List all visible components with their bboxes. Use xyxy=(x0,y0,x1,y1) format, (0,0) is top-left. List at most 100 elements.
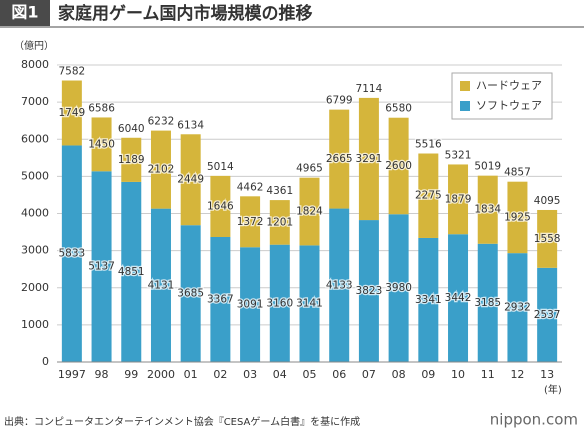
x-tick-label: 2000 xyxy=(147,368,175,381)
value-label: 2600 xyxy=(385,160,412,172)
value-label: 1925 xyxy=(504,211,531,223)
bar-segment xyxy=(91,117,112,172)
y-tick-label: 4000 xyxy=(21,207,49,220)
value-label: 3160 xyxy=(266,297,293,309)
total-label: 4095 xyxy=(534,195,561,207)
chart-title: 家庭用ゲーム国内市場規模の推移 xyxy=(58,3,313,24)
total-label: 5516 xyxy=(415,139,442,151)
bar-segment xyxy=(329,109,350,209)
bar-segment xyxy=(507,181,528,254)
x-tick-label: 11 xyxy=(481,368,495,381)
bar-segment xyxy=(477,243,498,362)
value-label: 3291 xyxy=(356,153,383,165)
x-tick-label: 09 xyxy=(421,368,435,381)
bar-segment xyxy=(240,196,261,248)
value-label: 3341 xyxy=(415,294,442,306)
y-tick-label: 0 xyxy=(42,355,49,368)
bar-segment xyxy=(91,171,112,362)
x-tick-label: 99 xyxy=(124,368,138,381)
bar-segment xyxy=(61,145,82,362)
bar-segment xyxy=(537,267,558,362)
source: 出典：コンピュータエンターテインメント協会『CESAゲーム白書』を基に作成 xyxy=(4,415,360,428)
value-label: 2449 xyxy=(177,174,204,186)
x-tick-label: 04 xyxy=(273,368,287,381)
total-label: 4361 xyxy=(266,185,293,197)
bar-segment xyxy=(418,153,439,238)
value-label: 5137 xyxy=(88,261,115,273)
value-label: 2665 xyxy=(326,153,353,165)
total-label: 6586 xyxy=(88,102,115,114)
x-tick-label: 07 xyxy=(362,368,376,381)
bar-segment xyxy=(299,245,320,362)
value-label: 1372 xyxy=(237,216,264,228)
bar-segment xyxy=(448,234,469,362)
value-label: 4131 xyxy=(148,279,175,291)
value-label: 1749 xyxy=(58,107,85,119)
legend-label: ハードウェア xyxy=(476,79,542,92)
bar-segment xyxy=(121,181,142,362)
x-tick-label: 06 xyxy=(332,368,346,381)
bar-segment xyxy=(210,175,231,238)
x-tick-label: 03 xyxy=(243,368,257,381)
x-tick-label: 08 xyxy=(392,368,406,381)
value-label: 3367 xyxy=(207,294,234,306)
total-label: 6040 xyxy=(118,123,145,135)
value-label: 3185 xyxy=(474,297,501,309)
total-label: 7582 xyxy=(58,66,85,78)
legend-swatch xyxy=(460,101,470,111)
y-tick-label: 7000 xyxy=(21,95,49,108)
x-tick-label: 05 xyxy=(303,368,317,381)
value-label: 3685 xyxy=(177,288,204,300)
badge-bg xyxy=(0,0,50,26)
total-label: 4965 xyxy=(296,163,323,175)
y-unit: （億円） xyxy=(14,39,54,52)
bar-segment xyxy=(388,214,409,362)
value-label: 4133 xyxy=(326,279,353,291)
value-label: 2275 xyxy=(415,190,442,202)
y-tick-label: 8000 xyxy=(21,58,49,71)
value-label: 1834 xyxy=(474,204,501,216)
value-label: 3091 xyxy=(237,299,264,311)
total-label: 5019 xyxy=(474,161,501,173)
x-unit: (年) xyxy=(544,383,562,396)
bar-segment xyxy=(388,117,409,215)
value-label: 1558 xyxy=(534,233,561,245)
bar-segment xyxy=(358,97,379,221)
x-tick-label: 10 xyxy=(451,368,465,381)
bar-segment xyxy=(61,80,82,146)
value-label: 2102 xyxy=(148,164,175,176)
value-label: 2537 xyxy=(534,309,561,321)
total-label: 6580 xyxy=(385,103,412,115)
x-tick-label: 12 xyxy=(510,368,524,381)
value-label: 1646 xyxy=(207,200,234,212)
bar-segment xyxy=(507,253,528,362)
value-label: 1879 xyxy=(445,193,472,205)
value-label: 3823 xyxy=(356,285,383,297)
total-label: 6799 xyxy=(326,95,353,107)
y-tick-label: 1000 xyxy=(21,318,49,331)
total-label: 4462 xyxy=(237,181,264,193)
bar-segment xyxy=(299,177,320,246)
x-tick-label: 02 xyxy=(213,368,227,381)
total-label: 6134 xyxy=(177,119,204,131)
value-label: 4851 xyxy=(118,266,145,278)
bar-segment xyxy=(121,137,142,182)
badge: 図1 xyxy=(11,3,38,22)
legend-box xyxy=(451,72,553,120)
value-label: 1201 xyxy=(266,216,293,228)
y-tick-label: 6000 xyxy=(21,132,49,145)
bar-segment xyxy=(448,164,469,235)
value-label: 1189 xyxy=(118,154,145,166)
y-tick-label: 5000 xyxy=(21,169,49,182)
y-tick-label: 3000 xyxy=(21,244,49,257)
total-label: 5321 xyxy=(445,149,472,161)
bar-segment xyxy=(150,130,171,209)
total-label: 7114 xyxy=(356,83,383,95)
bar-segment xyxy=(269,244,290,362)
bar-segment xyxy=(180,134,201,226)
value-label: 5833 xyxy=(58,248,85,260)
total-label: 4857 xyxy=(504,167,531,179)
value-label: 3442 xyxy=(445,292,472,304)
legend-label: ソフトウェア xyxy=(476,99,542,112)
